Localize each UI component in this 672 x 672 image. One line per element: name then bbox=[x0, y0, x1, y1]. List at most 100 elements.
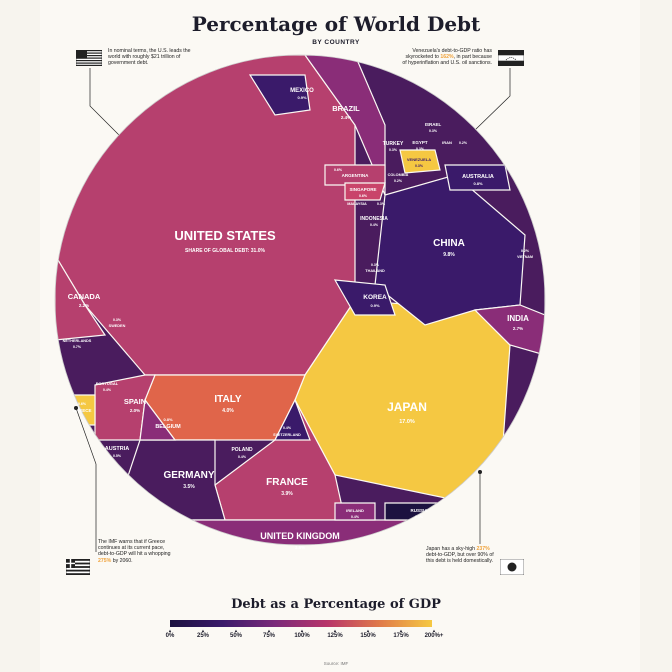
label-portugal: PORTUGAL bbox=[96, 381, 119, 386]
share-switzerland: 0.4% bbox=[283, 426, 292, 430]
label-brazil: BRAZIL bbox=[332, 104, 360, 113]
legend-tick: 200%+ bbox=[425, 629, 444, 639]
share-netherlands: 0.7% bbox=[73, 345, 82, 349]
label-mexico: MEXICO bbox=[290, 88, 314, 94]
label-china: CHINA bbox=[433, 238, 465, 249]
cell-australia bbox=[444, 164, 511, 191]
share-turkey: 0.3% bbox=[389, 148, 398, 152]
legend-tick: 100% bbox=[294, 629, 309, 639]
venezuela-note: Venezuela's debt-to-GDP ratio has skyroc… bbox=[400, 48, 492, 67]
share-france: 3.9% bbox=[281, 491, 293, 497]
share-russia: 0.3% bbox=[415, 515, 424, 519]
chart-subtitle: BY COUNTRY bbox=[312, 39, 360, 46]
share-vietnam: 0.2% bbox=[521, 249, 530, 253]
us-flag-icon bbox=[76, 50, 102, 66]
cell-canada bbox=[55, 252, 107, 341]
label-switzerland: SWITZERLAND bbox=[273, 433, 301, 437]
label-iran: IRAN bbox=[442, 140, 452, 145]
label-belgium: BELGIUM bbox=[155, 424, 181, 430]
label-france: FRANCE bbox=[266, 477, 308, 488]
share-greece: 0.6% bbox=[78, 402, 87, 406]
share-colombia: 0.2% bbox=[394, 179, 403, 183]
label-ireland: IRELAND bbox=[346, 508, 364, 513]
cell-venezuela bbox=[399, 149, 441, 174]
label-poland: POLAND bbox=[231, 447, 253, 453]
japan-note-a: Japan has a sky-high bbox=[426, 546, 477, 552]
share-united-states: SHARE OF GLOBAL DEBT: 31.0% bbox=[185, 248, 265, 254]
share-japan: 17.0% bbox=[399, 419, 415, 425]
japan-note-hl: 237% bbox=[476, 546, 490, 552]
share-malaysia: 0.3% bbox=[377, 202, 386, 206]
share-austria: 0.5% bbox=[113, 454, 122, 458]
share-india: 2.7% bbox=[513, 326, 523, 331]
greece-note-b: by 2060. bbox=[111, 557, 133, 564]
label-germany: GERMANY bbox=[163, 470, 214, 481]
legend-tick: 125% bbox=[327, 629, 342, 639]
label-thailand: THAILAND bbox=[365, 269, 385, 273]
label-turkey: TURKEY bbox=[383, 141, 404, 147]
share-canada: 2.2% bbox=[79, 303, 89, 308]
debt-voronoi-chart: UNITED STATES SHARE OF GLOBAL DEBT: 31.0… bbox=[54, 54, 546, 550]
legend-tick: 25% bbox=[197, 629, 209, 639]
label-spain: SPAIN bbox=[124, 397, 146, 406]
japan-note-arrow bbox=[478, 470, 482, 544]
legend-ticks: 0% 25% 50% 75% 100% 125% 150% 175% 200%+ bbox=[166, 629, 460, 643]
share-thailand: 0.3% bbox=[371, 263, 380, 267]
label-colombia: COLOMBIA bbox=[388, 173, 409, 177]
venezuela-flag-icon bbox=[498, 50, 524, 66]
share-ireland: 0.4% bbox=[351, 515, 360, 519]
share-venezuela: 0.3% bbox=[415, 164, 424, 168]
share-korea: 0.9% bbox=[370, 303, 380, 308]
label-argentina: ARGENTINA bbox=[342, 173, 369, 178]
source-note: Source: IMF bbox=[323, 661, 349, 666]
share-portugal: 0.4% bbox=[103, 388, 112, 392]
label-sweden: SWEDEN bbox=[109, 324, 126, 328]
japan-flag-icon bbox=[500, 559, 524, 575]
label-canada: CANADA bbox=[68, 292, 101, 301]
share-china: 9.8% bbox=[443, 252, 455, 258]
cell-brazil bbox=[303, 55, 386, 196]
greece-note: The IMF warns that if Greece continues a… bbox=[98, 539, 176, 564]
cell-mexico bbox=[248, 74, 311, 116]
legend-color-bar bbox=[170, 620, 432, 627]
cell-india bbox=[473, 304, 545, 356]
legend-tick: 175% bbox=[393, 629, 408, 639]
legend-tick: 0% bbox=[166, 629, 175, 639]
legend-tick: 50% bbox=[230, 629, 242, 639]
label-egypt: EGYPT bbox=[412, 140, 428, 145]
venezuela-note-a: Venezuela's debt-to-GDP ratio has skyroc… bbox=[405, 48, 492, 61]
label-singapore: SINGAPORE bbox=[349, 187, 376, 192]
label-greece: GREECE bbox=[72, 408, 91, 413]
label-india: INDIA bbox=[507, 314, 529, 323]
share-sweden: 0.3% bbox=[113, 318, 122, 322]
share-spain: 2.0% bbox=[130, 408, 140, 413]
label-united-kingdom: UNITED KINGDOM bbox=[260, 531, 340, 541]
japan-note-b: debt-to-GDP, but over 90% of this debt i… bbox=[426, 552, 494, 565]
greece-flag-icon bbox=[66, 559, 90, 575]
label-russia: RUSSIA bbox=[410, 508, 428, 513]
cell-ireland bbox=[334, 502, 376, 521]
legend-title: Debt as a Percentage of GDP bbox=[231, 597, 441, 612]
venezuela-note-hl: 162% bbox=[440, 54, 454, 61]
cell-switzerland bbox=[274, 398, 311, 441]
cell-korea bbox=[333, 279, 396, 316]
share-mexico: 0.9% bbox=[297, 95, 307, 100]
chart-title: Percentage of World Debt bbox=[191, 12, 481, 36]
greece-note-hl: 275% bbox=[98, 557, 112, 564]
share-indonesia: 0.4% bbox=[370, 223, 379, 227]
label-israel: ISRAEL bbox=[425, 122, 442, 127]
us-note: In nominal terms, the U.S. leads the wor… bbox=[108, 48, 191, 67]
share-brazil: 2.4% bbox=[341, 115, 351, 120]
share-israel: 0.3% bbox=[429, 129, 438, 133]
share-singapore: 0.6% bbox=[359, 194, 368, 198]
label-vietnam: VIETNAM bbox=[517, 255, 533, 259]
label-japan: JAPAN bbox=[387, 400, 427, 414]
label-united-states: UNITED STATES bbox=[174, 228, 276, 243]
share-iran: 0.2% bbox=[459, 141, 468, 145]
greece-note-arrow bbox=[74, 406, 97, 552]
share-poland: 0.4% bbox=[238, 455, 247, 459]
japan-note: Japan has a sky-high 237% debt-to-GDP, b… bbox=[426, 546, 496, 565]
legend-tick: 75% bbox=[263, 629, 275, 639]
cell-singapore bbox=[344, 182, 386, 201]
label-korea: KOREA bbox=[363, 294, 387, 301]
